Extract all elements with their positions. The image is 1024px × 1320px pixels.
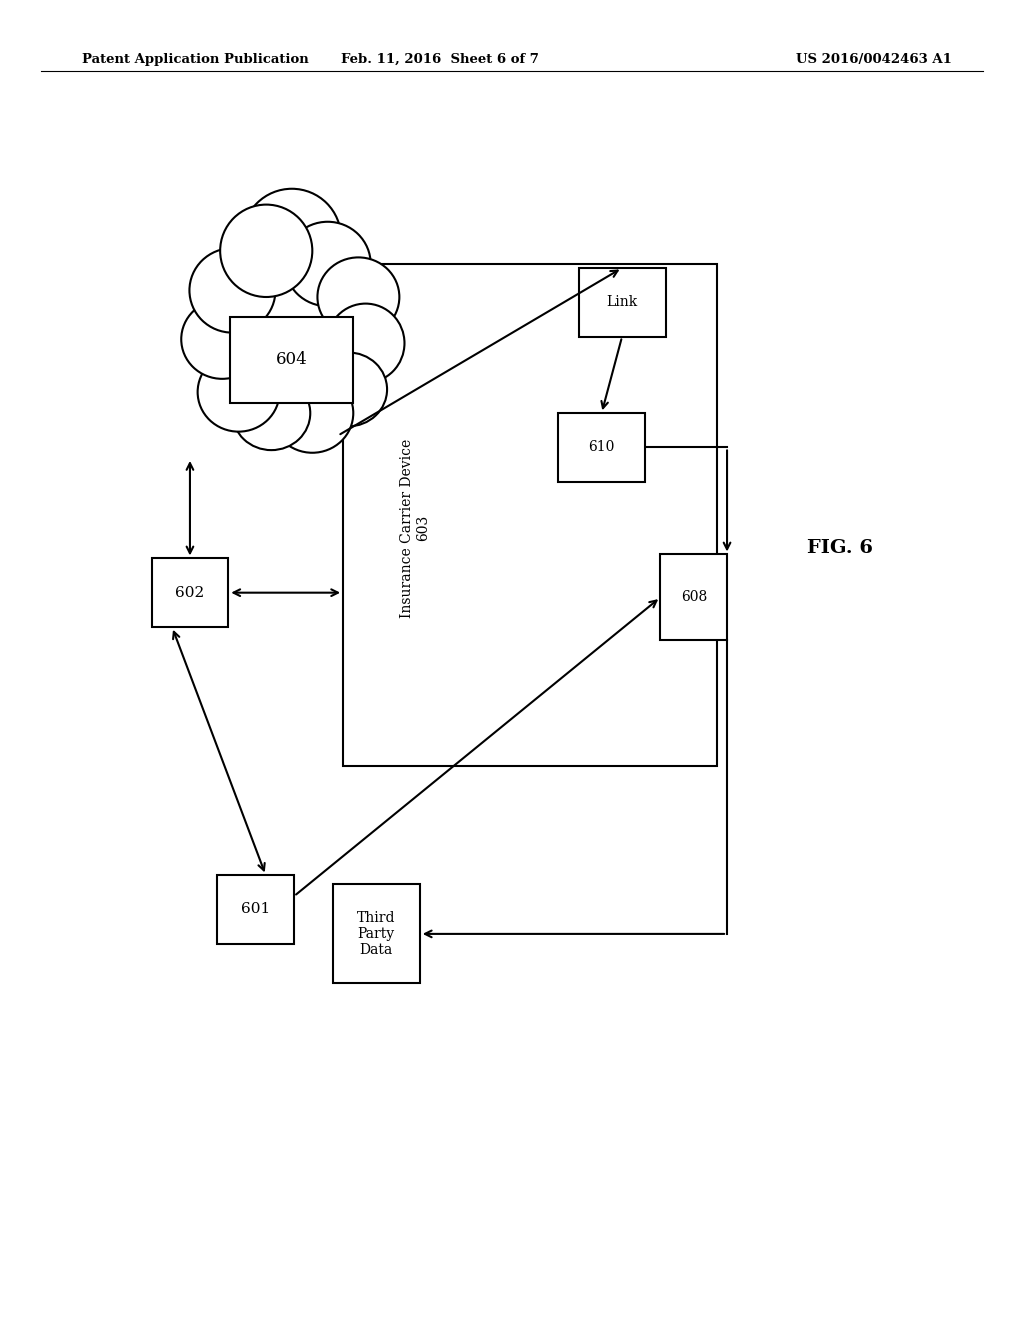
Text: US 2016/0042463 A1: US 2016/0042463 A1 <box>797 53 952 66</box>
FancyBboxPatch shape <box>217 875 294 944</box>
Ellipse shape <box>285 222 371 306</box>
Ellipse shape <box>327 304 404 383</box>
Ellipse shape <box>232 376 310 450</box>
Text: 608: 608 <box>681 590 707 605</box>
Ellipse shape <box>189 248 275 333</box>
Ellipse shape <box>309 352 387 426</box>
Text: 610: 610 <box>589 441 614 454</box>
Text: Feb. 11, 2016  Sheet 6 of 7: Feb. 11, 2016 Sheet 6 of 7 <box>341 53 540 66</box>
Text: 604: 604 <box>275 351 308 368</box>
Ellipse shape <box>198 352 280 432</box>
Text: 601: 601 <box>241 903 270 916</box>
Text: Link: Link <box>606 296 638 309</box>
Ellipse shape <box>243 189 341 286</box>
Ellipse shape <box>181 300 263 379</box>
Text: Third
Party
Data: Third Party Data <box>357 911 395 957</box>
Ellipse shape <box>220 205 312 297</box>
FancyBboxPatch shape <box>579 268 666 337</box>
Ellipse shape <box>317 257 399 337</box>
FancyBboxPatch shape <box>660 554 727 640</box>
FancyBboxPatch shape <box>333 884 420 983</box>
FancyBboxPatch shape <box>230 317 353 403</box>
Text: Patent Application Publication: Patent Application Publication <box>82 53 308 66</box>
Text: 602: 602 <box>175 586 205 599</box>
Ellipse shape <box>271 374 353 453</box>
Text: FIG. 6: FIG. 6 <box>807 539 872 557</box>
FancyBboxPatch shape <box>152 558 228 627</box>
FancyBboxPatch shape <box>558 413 645 482</box>
Text: Insurance Carrier Device
603: Insurance Carrier Device 603 <box>399 438 430 618</box>
FancyBboxPatch shape <box>343 264 717 766</box>
